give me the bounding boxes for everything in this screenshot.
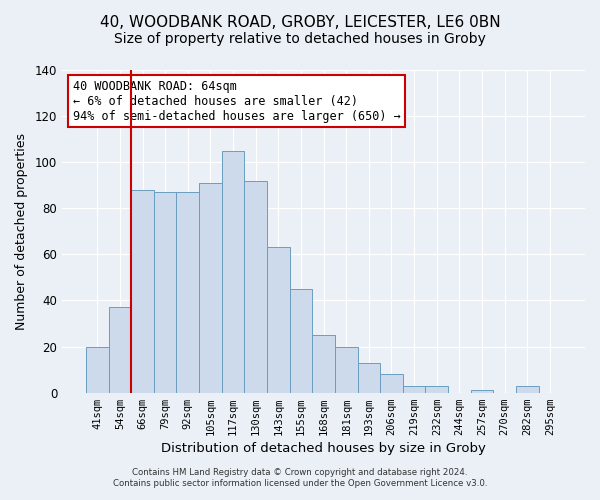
- Bar: [471, 390, 493, 392]
- Bar: [358, 362, 380, 392]
- Bar: [199, 183, 222, 392]
- Y-axis label: Number of detached properties: Number of detached properties: [15, 133, 28, 330]
- Text: Contains HM Land Registry data © Crown copyright and database right 2024.
Contai: Contains HM Land Registry data © Crown c…: [113, 468, 487, 487]
- Bar: [403, 386, 425, 392]
- Bar: [222, 150, 244, 392]
- Bar: [380, 374, 403, 392]
- Text: 40, WOODBANK ROAD, GROBY, LEICESTER, LE6 0BN: 40, WOODBANK ROAD, GROBY, LEICESTER, LE6…: [100, 15, 500, 30]
- Bar: [312, 335, 335, 392]
- Bar: [425, 386, 448, 392]
- Bar: [290, 289, 312, 393]
- Bar: [176, 192, 199, 392]
- Text: Size of property relative to detached houses in Groby: Size of property relative to detached ho…: [114, 32, 486, 46]
- Bar: [86, 346, 109, 393]
- Bar: [516, 386, 539, 392]
- Bar: [109, 308, 131, 392]
- Bar: [131, 190, 154, 392]
- X-axis label: Distribution of detached houses by size in Groby: Distribution of detached houses by size …: [161, 442, 486, 455]
- Bar: [335, 346, 358, 393]
- Bar: [244, 180, 267, 392]
- Bar: [154, 192, 176, 392]
- Text: 40 WOODBANK ROAD: 64sqm
← 6% of detached houses are smaller (42)
94% of semi-det: 40 WOODBANK ROAD: 64sqm ← 6% of detached…: [73, 80, 400, 122]
- Bar: [267, 248, 290, 392]
